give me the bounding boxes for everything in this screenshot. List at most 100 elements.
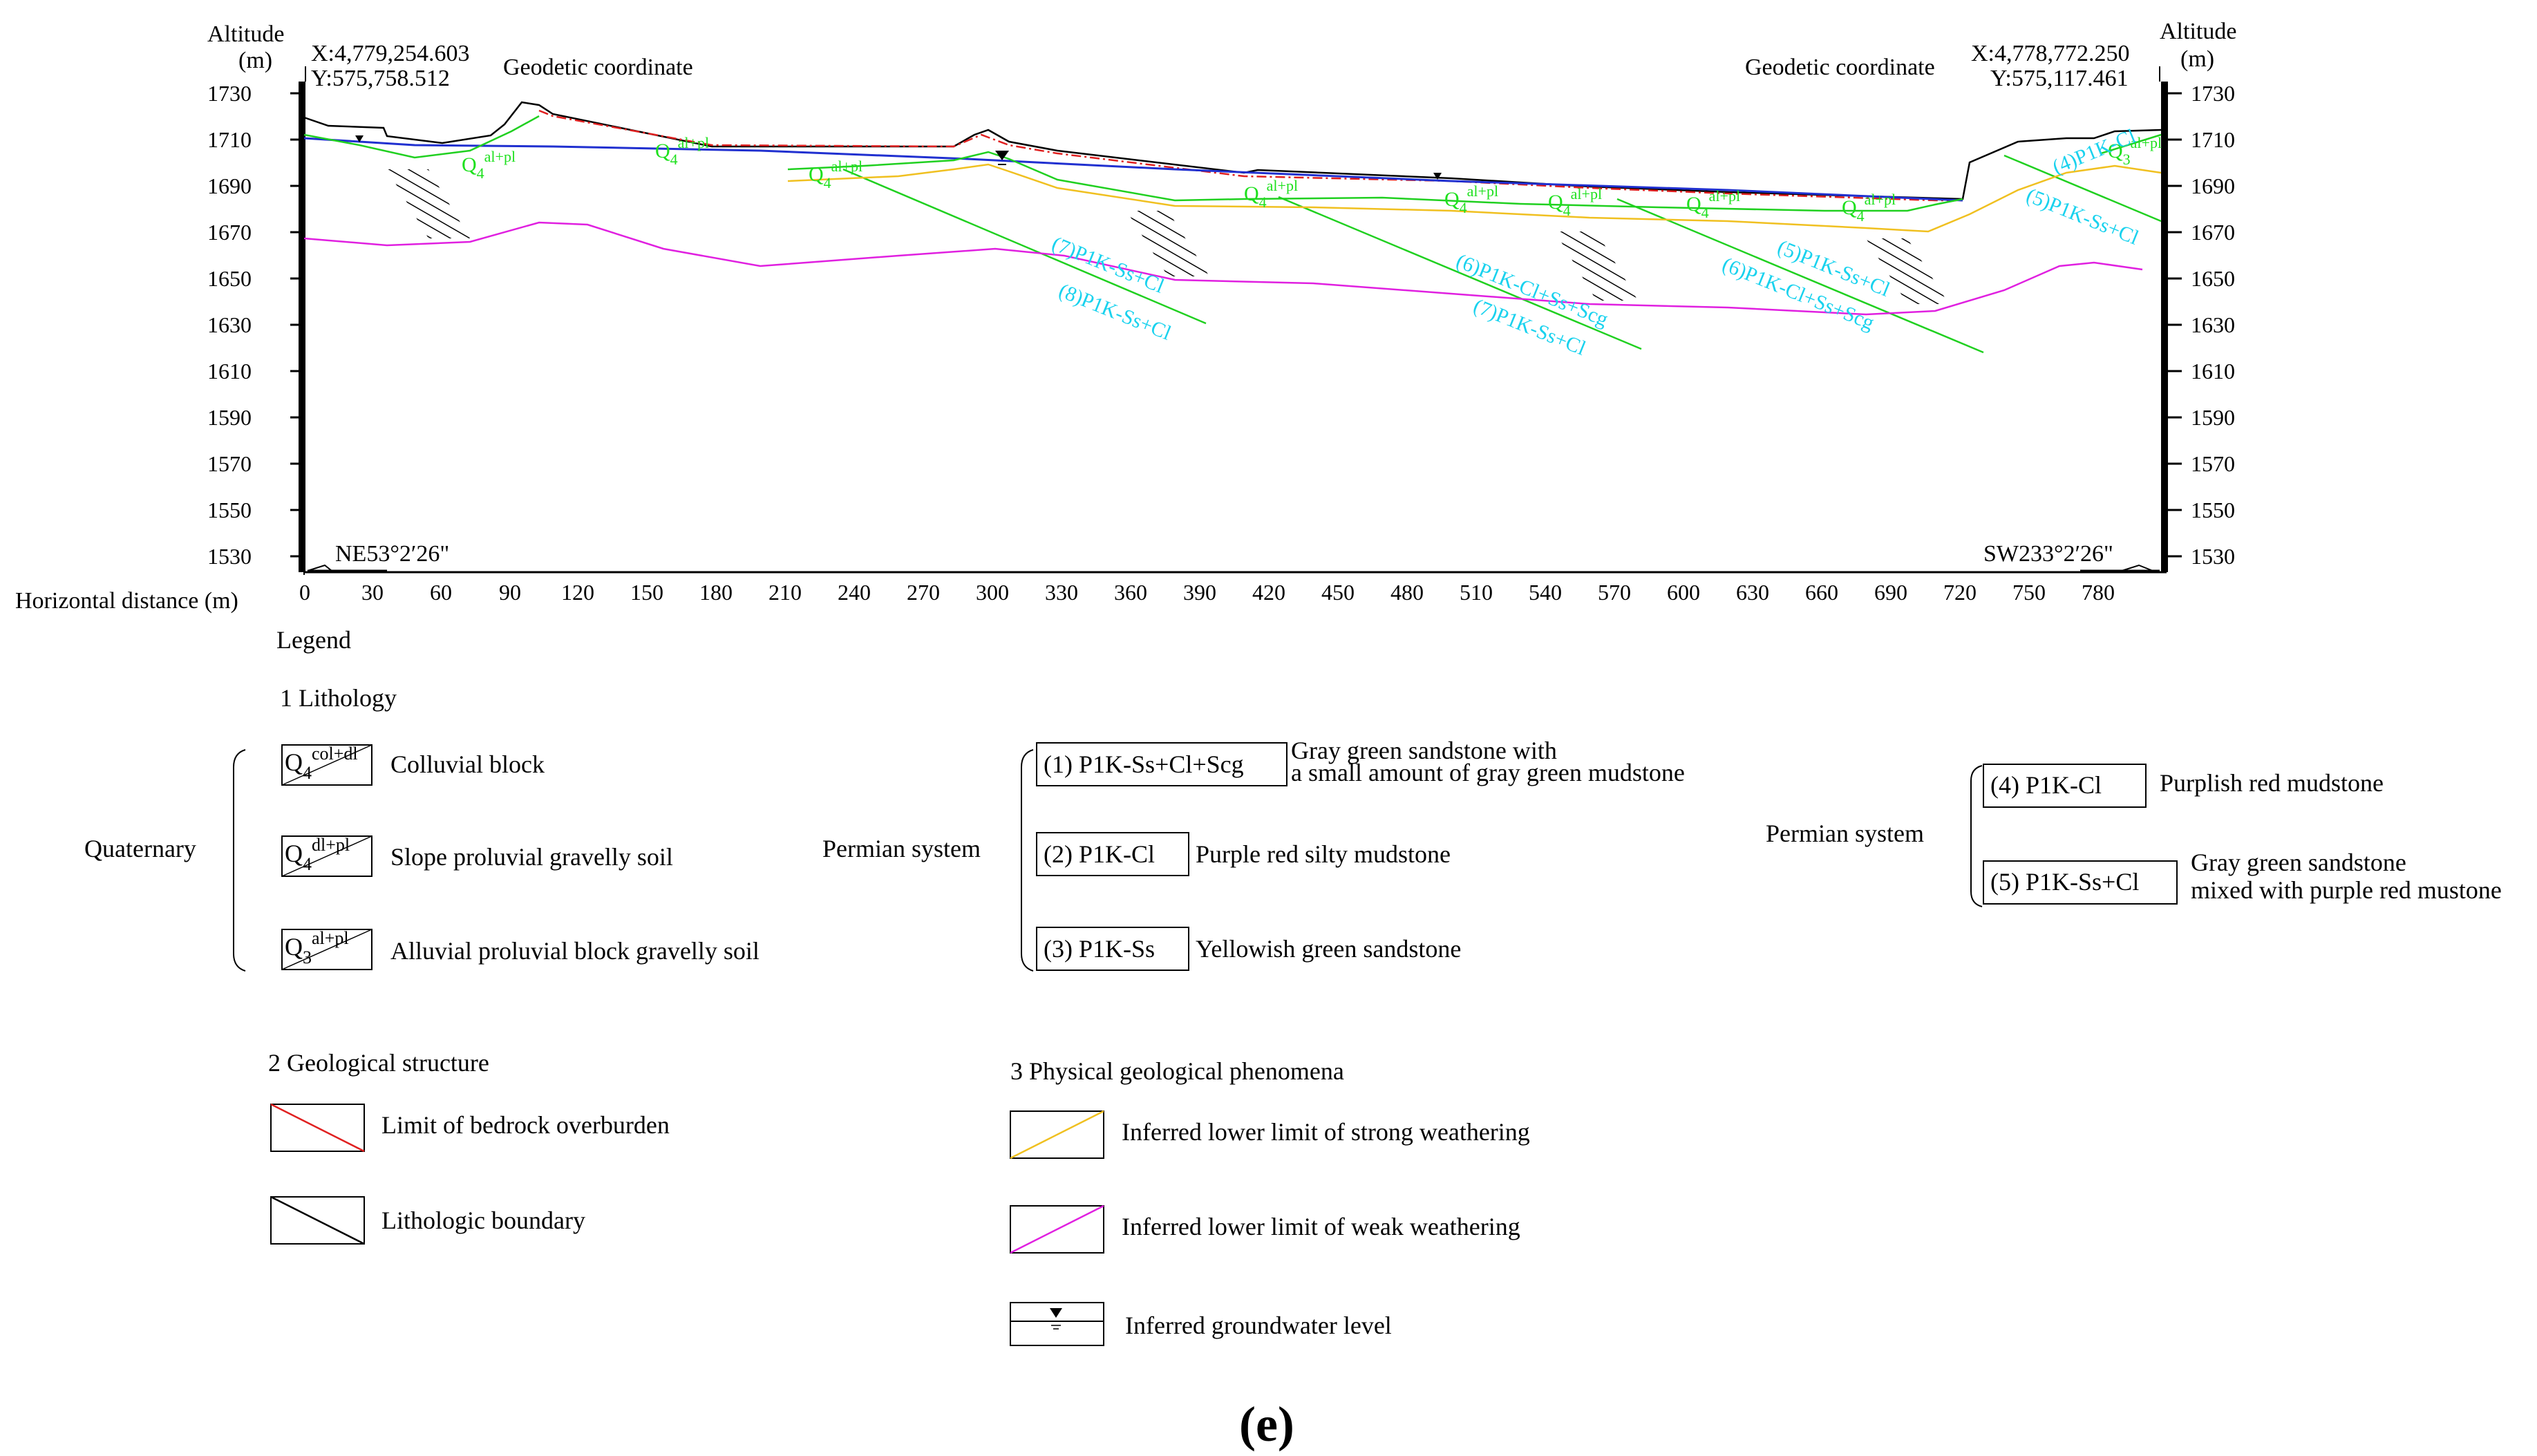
altitude-tick: 1550 (207, 498, 252, 522)
altitude-tick: 1570 (207, 451, 252, 476)
svg-text:Inferred groundwater level: Inferred groundwater level (1125, 1312, 1392, 1339)
svg-text:Q4al+pl: Q4al+pl (1686, 187, 1740, 221)
lithologic-boundary-green-1 (303, 115, 540, 159)
coord-left-y: Y:575,758.512 (311, 66, 450, 91)
q-label: Q4al+pl (1842, 191, 1896, 225)
distance-tick: 600 (1667, 580, 1700, 605)
distance-tick: 450 (1321, 580, 1355, 605)
bearing-left: NE53°2′26" (335, 541, 449, 567)
svg-text:(1) P1K-Ss+Cl+Scg: (1) P1K-Ss+Cl+Scg (1044, 750, 1244, 778)
legend-phenomena-item: Inferred lower limit of strong weatherin… (1010, 1110, 1530, 1160)
right-tick-marks (2168, 92, 2182, 558)
groundwater-marker-3 (1433, 173, 1442, 180)
altitude-tick: 1530 (207, 544, 252, 569)
svg-text:mixed with purple red mustone: mixed with purple red mustone (2191, 876, 2502, 904)
altitude-tick: 1730 (2191, 81, 2235, 106)
legend-quaternary-item: Q4col+dl Colluvial block (281, 744, 545, 786)
groundwater-line (303, 137, 1963, 202)
legend-permian-item: (2) P1K-Cl Purple red silty mudstone (1036, 832, 1451, 876)
quaternary-bracket (233, 749, 246, 972)
legend-permian-item: (4) P1K-Cl Purplish red mudstone (1983, 764, 2384, 808)
svg-text:Q4al+pl: Q4al+pl (655, 134, 709, 168)
legend-structure-item: Limit of bedrock overburden (270, 1103, 670, 1153)
distance-tick: 720 (1943, 580, 1977, 605)
left-altitude-ticks: 1730 1710 1690 1670 1650 1630 1610 1590 … (207, 81, 252, 569)
altitude-tick: 1730 (207, 81, 252, 106)
lithologic-boundary-green-3 (842, 168, 1207, 325)
svg-text:Q3al+pl: Q3al+pl (2108, 134, 2162, 168)
svg-text:Inferred lower limit of weak w: Inferred lower limit of weak weathering (1122, 1213, 1520, 1240)
svg-text:Purple red silty mudstone: Purple red silty mudstone (1196, 840, 1451, 868)
distance-tick: 270 (907, 580, 940, 605)
distance-tick: 150 (630, 580, 663, 605)
altitude-tick: 1670 (207, 220, 252, 245)
distance-tick: 690 (1874, 580, 1907, 605)
distance-axis-title: Horizontal distance (m) (15, 588, 238, 614)
distance-tick: 180 (699, 580, 733, 605)
ground-surface-line (303, 101, 2162, 200)
legend-permian-item: (3) P1K-Ss Yellowish green sandstone (1036, 927, 1461, 971)
q-label: Q4al+pl (1244, 177, 1298, 211)
q-label: Q4al+pl (1444, 182, 1498, 216)
bedding-hatch-2 (1126, 211, 1209, 276)
distance-ticks: 0 30 60 90 120 150 180 210 240 270 300 3… (299, 580, 2115, 605)
svg-text:Q4al+pl: Q4al+pl (1548, 185, 1602, 219)
svg-text:Lithologic boundary: Lithologic boundary (381, 1207, 585, 1234)
left-tick-marks (290, 92, 304, 558)
right-altitude-title: Altitude (2160, 19, 2236, 44)
lithologic-boundary-green-5 (1616, 198, 1984, 354)
lithologic-boundary-green-2 (787, 151, 1963, 212)
svg-text:Q4dl+pl: Q4dl+pl (285, 835, 350, 874)
permian-label-b: Permian system (1766, 820, 1924, 847)
phenomena-title: 3 Physical geological phenomena (1010, 1057, 1344, 1085)
strong-weathering-line (787, 163, 2162, 233)
groundwater-marker-1 (355, 135, 364, 142)
svg-text:a small amount of gray green m: a small amount of gray green mudstone (1291, 759, 1685, 786)
svg-text:(2) P1K-Cl: (2) P1K-Cl (1044, 840, 1155, 868)
svg-text:Gray green sandstone: Gray green sandstone (2191, 849, 2406, 876)
lithology-title: 1 Lithology (280, 684, 397, 712)
altitude-tick: 1630 (207, 312, 252, 337)
quaternary-label: Quaternary (84, 835, 196, 862)
q-label: Q3al+pl (2108, 134, 2162, 168)
strata-label: (5)P1K-Ss+Cl (2023, 184, 2142, 249)
distance-tick: 240 (838, 580, 871, 605)
distance-tick: 390 (1183, 580, 1216, 605)
bedrock-limit-line (538, 109, 1963, 202)
altitude-tick: 1650 (207, 266, 252, 291)
svg-text:Q4al+pl: Q4al+pl (1444, 182, 1498, 216)
right-unit-label: (m) (2180, 46, 2214, 72)
svg-text:Purplish red mudstone: Purplish red mudstone (2160, 769, 2384, 797)
legend-phenomena-item: Inferred groundwater level (1010, 1302, 1392, 1346)
legend-phenomena-item: Inferred lower limit of weak weathering (1010, 1204, 1520, 1254)
legend-quaternary-item: Q4dl+pl Slope proluvial gravelly soil (281, 835, 673, 877)
q-label: Q4al+pl (655, 134, 709, 168)
svg-text:Q4col+dl: Q4col+dl (285, 744, 358, 783)
geodetic-left-label: Geodetic coordinate (503, 55, 693, 80)
svg-text:Gray green sandstone with: Gray green sandstone with (1291, 737, 1557, 764)
q-label: Q4al+pl (809, 158, 862, 191)
distance-tick: 330 (1045, 580, 1078, 605)
geodetic-right-label: Geodetic coordinate (1745, 55, 1935, 80)
altitude-tick: 1570 (2191, 451, 2235, 476)
svg-text:(4) P1K-Cl: (4) P1K-Cl (1990, 771, 2102, 799)
distance-tick: 780 (2082, 580, 2115, 605)
left-altitude-title: Altitude (207, 21, 284, 47)
permian-bracket-a (1021, 749, 1034, 972)
distance-tick: 90 (499, 580, 521, 605)
distance-tick: 510 (1460, 580, 1493, 605)
legend-desc: Slope proluvial gravelly soil (390, 843, 673, 871)
legend-title: Legend (276, 626, 351, 654)
lithologic-boundary-green-4 (1278, 196, 1642, 350)
altitude-tick: 1610 (207, 359, 252, 384)
distance-tick: 210 (768, 580, 802, 605)
distance-tick: 420 (1252, 580, 1285, 605)
distance-tick: 630 (1736, 580, 1769, 605)
coord-right-y: Y:575,117.461 (1990, 66, 2129, 91)
svg-text:Limit of bedrock overburden: Limit of bedrock overburden (381, 1111, 670, 1139)
altitude-tick: 1710 (2191, 127, 2235, 152)
bedding-hatch-1 (387, 169, 470, 238)
legend-desc: Colluvial block (390, 750, 545, 778)
section-frame (290, 82, 2182, 580)
distance-tick: 120 (561, 580, 594, 605)
